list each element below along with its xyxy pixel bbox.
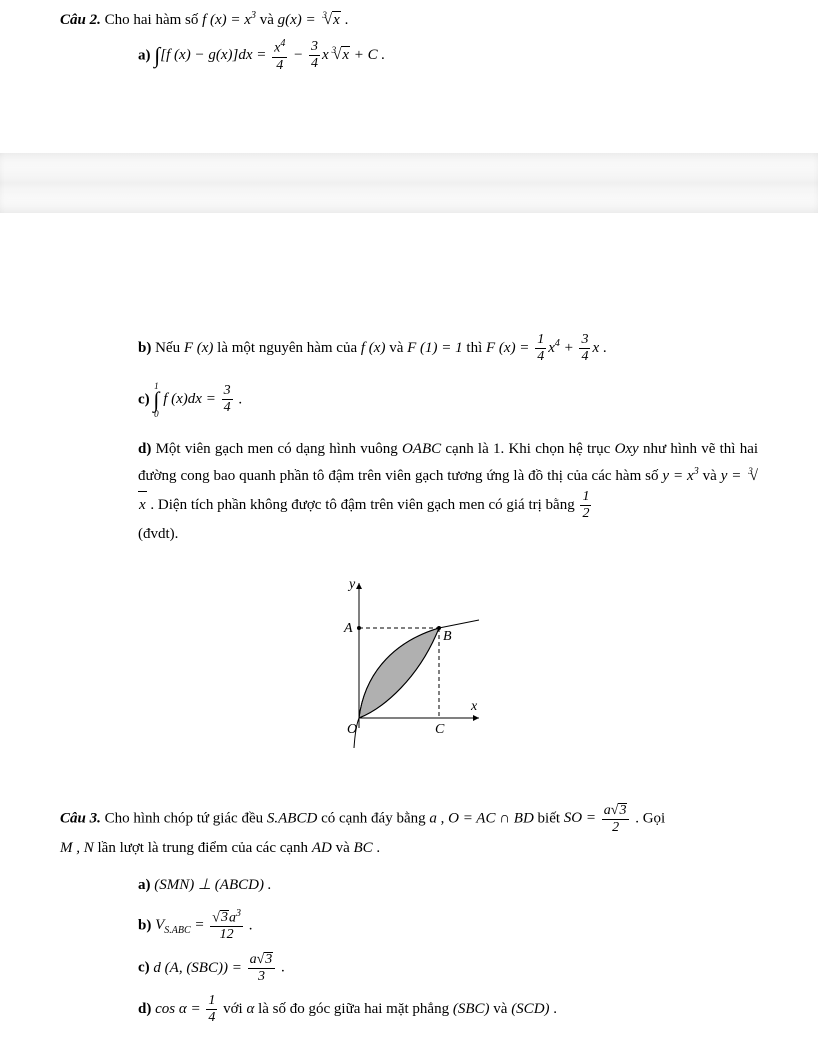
q2b-label: b) bbox=[138, 340, 151, 356]
label-C: C bbox=[435, 722, 445, 737]
q3c-expression: d (A, (SBC)) = a√33 bbox=[153, 960, 281, 976]
q2a-expression: ∫[f (x) − g(x)]dx = x44 − 34x3√x + C . bbox=[154, 47, 385, 63]
y-axis-arrow bbox=[356, 583, 362, 589]
q2a-label: a) bbox=[138, 47, 151, 63]
q2-text-prefix: Cho hai hàm số bbox=[105, 12, 203, 28]
label-O: O bbox=[347, 722, 357, 737]
q2-item-c: c) 1∫0 f (x)dx = 34 . bbox=[60, 382, 758, 418]
q2-and: và bbox=[260, 12, 278, 28]
q2-period: . bbox=[345, 12, 349, 28]
q3-item-d: d) cos α = 14 với α là số đo góc giữa ha… bbox=[60, 994, 758, 1025]
q3-item-c: c) d (A, (SBC)) = a√33 . bbox=[60, 952, 758, 984]
question-3-header-line: Câu 3. Cho hình chóp tứ giác đều S.ABCD … bbox=[60, 803, 758, 862]
q3-SO: SO = a√32 bbox=[564, 810, 635, 826]
label-A: A bbox=[343, 621, 353, 636]
q2-label: Câu 2. bbox=[60, 12, 101, 28]
q3-item-a: a) (SMN) ⊥ (ABCD) . bbox=[60, 872, 758, 899]
q2-f-def: f (x) = x3 bbox=[202, 12, 260, 28]
q2d-graph-container: y x A B C O bbox=[60, 568, 758, 773]
q2c-expression: 1∫0 f (x)dx = 34 bbox=[153, 391, 238, 407]
label-B: B bbox=[443, 629, 452, 644]
q2-g-def: g(x) = 3√x bbox=[278, 12, 345, 28]
q2-item-d: d) Một viên gạch men có dạng hình vuông … bbox=[60, 436, 758, 548]
x-axis-label: x bbox=[470, 699, 478, 714]
q2b-text1: Nếu bbox=[155, 340, 184, 356]
q2-item-a: a) ∫[f (x) − g(x)]dx = x44 − 34x3√x + C … bbox=[60, 39, 758, 73]
q3-label: Câu 3. bbox=[60, 810, 101, 826]
shaded-region bbox=[359, 628, 439, 718]
q3-item-b: b) VS.ABC = √3a312 . bbox=[60, 909, 758, 943]
page-divider bbox=[0, 153, 818, 213]
point-B bbox=[437, 626, 441, 630]
q2-item-b: b) Nếu F (x) là một nguyên hàm của f (x)… bbox=[60, 333, 758, 364]
q3d-expression: cos α = 14 bbox=[155, 1001, 223, 1017]
q2d-graph: y x A B C O bbox=[319, 568, 499, 768]
question-2-header-line: Câu 2. Cho hai hàm số f (x) = x3 và g(x)… bbox=[60, 10, 758, 29]
q2b-result: F (x) = 14x4 + 34x bbox=[486, 340, 603, 356]
y-axis-label: y bbox=[347, 577, 356, 592]
x-axis-arrow bbox=[473, 715, 479, 721]
q2c-label: c) bbox=[138, 391, 150, 407]
point-A bbox=[357, 626, 361, 630]
q3b-expression: VS.ABC = √3a312 bbox=[155, 917, 249, 933]
q2d-label: d) bbox=[138, 441, 151, 457]
q2d-y1: y = x3 bbox=[662, 468, 702, 484]
